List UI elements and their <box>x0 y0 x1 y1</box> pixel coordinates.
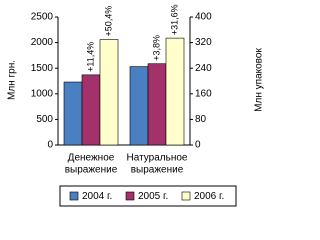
bar <box>165 37 185 146</box>
y-tick-label: 500 <box>36 114 53 125</box>
chart: Млн грн. Млн упаковок 0 500 1000 1500 2000 25… <box>7 4 265 207</box>
change-label: +50,4% <box>103 6 113 37</box>
y-axis-label: Млн грн. <box>7 60 18 100</box>
x-tick-label: выражение <box>65 165 118 176</box>
legend-label: 2005 г. <box>138 191 168 202</box>
y2-tick-label: 240 <box>195 63 212 74</box>
y2-axis-label: Млн упаковок <box>254 48 265 112</box>
legend-label: 2004 г. <box>82 191 112 202</box>
y-tick-label: 1500 <box>31 63 54 74</box>
legend-swatch <box>181 191 191 201</box>
y-tick-label: 2000 <box>31 37 54 48</box>
bar <box>99 39 119 146</box>
legend-swatch <box>69 191 79 201</box>
y2-tick-label: 160 <box>195 88 212 99</box>
x-tick-label: Натуральное <box>127 153 188 164</box>
legend-label: 2006 г. <box>194 191 224 202</box>
legend-box <box>59 185 237 207</box>
y-tick-label: 0 <box>47 140 53 151</box>
change-label: +31,6% <box>169 4 179 35</box>
legend-swatch <box>125 191 135 201</box>
y2-tick-label: 320 <box>195 37 212 48</box>
y-tick-label: 2500 <box>31 12 54 23</box>
bar <box>63 81 83 146</box>
x-tick-label: Денежное <box>68 153 115 164</box>
change-label: +11,4% <box>85 42 95 72</box>
bar <box>147 63 167 146</box>
change-label: +3,8% <box>151 35 161 61</box>
bar <box>129 66 149 146</box>
y2-tick-label: 80 <box>195 114 207 125</box>
y-tick-label: 1000 <box>31 88 54 99</box>
y2-tick-label: 0 <box>195 140 201 151</box>
y2-tick-label: 400 <box>195 12 212 23</box>
bar <box>81 74 101 146</box>
x-tick-label: выражение <box>131 165 184 176</box>
